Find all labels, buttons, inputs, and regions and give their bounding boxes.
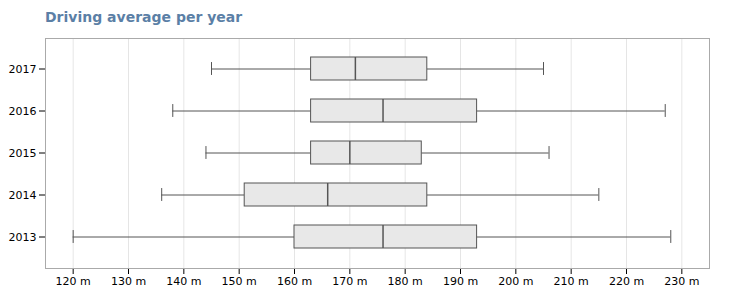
svg-text:200 m: 200 m — [498, 275, 533, 288]
svg-text:210 m: 210 m — [554, 275, 589, 288]
svg-text:220 m: 220 m — [609, 275, 644, 288]
svg-text:2016: 2016 — [9, 105, 37, 118]
svg-text:180 m: 180 m — [388, 275, 423, 288]
svg-text:140 m: 140 m — [166, 275, 201, 288]
svg-text:150 m: 150 m — [222, 275, 257, 288]
svg-text:190 m: 190 m — [443, 275, 478, 288]
svg-text:230 m: 230 m — [664, 275, 699, 288]
svg-text:170 m: 170 m — [332, 275, 367, 288]
svg-text:2014: 2014 — [9, 189, 37, 202]
svg-text:160 m: 160 m — [277, 275, 312, 288]
svg-text:130 m: 130 m — [111, 275, 146, 288]
html-text:Driving average per year: Driving average per year — [45, 9, 243, 25]
svg-text:2015: 2015 — [9, 147, 37, 160]
svg-text:2017: 2017 — [9, 63, 37, 76]
svg-text:2013: 2013 — [9, 231, 37, 244]
svg-text:120 m: 120 m — [56, 275, 91, 288]
